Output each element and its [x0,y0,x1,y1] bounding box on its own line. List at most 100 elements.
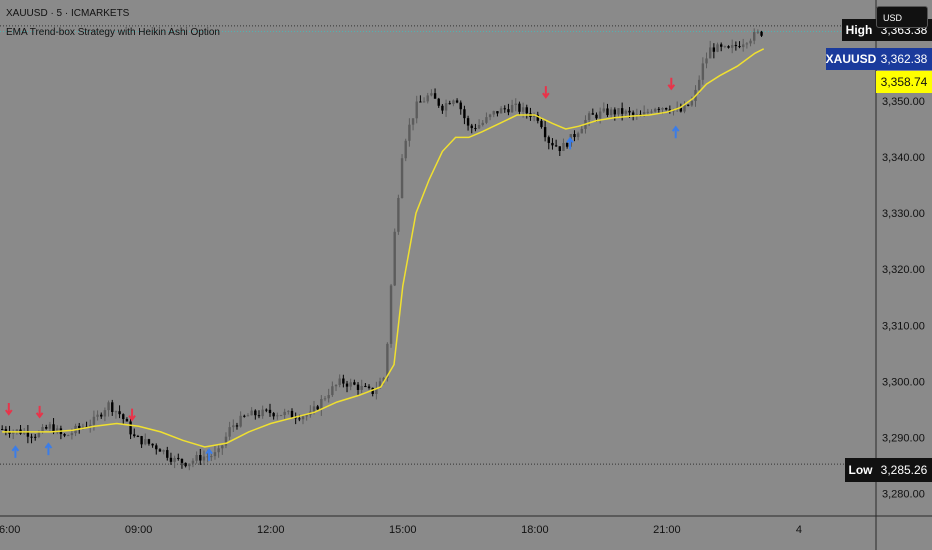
candle-body [474,128,477,130]
candle-body [580,128,583,134]
x-tick-label: 12:00 [257,524,285,536]
y-tick-label: 3,340.00 [882,152,925,164]
candle-body [217,448,220,453]
buy-arrow-icon [205,448,213,461]
candle-body [254,410,257,416]
candle-body [470,125,473,129]
candle-body [15,429,19,432]
candle-body [184,462,187,467]
buy-arrow-icon [566,136,574,150]
sell-arrow-icon [5,403,13,416]
candle-body [518,103,521,112]
plot-area[interactable] [0,0,876,516]
candle-body [631,112,635,115]
ema-line [2,48,765,448]
candle-body [661,108,664,110]
candle-body [690,100,694,106]
candle-body [41,427,44,433]
candle-body [573,134,576,138]
candle-body [499,108,503,114]
candle-body [118,411,121,415]
candle-body [664,108,668,110]
candle-body [628,110,631,113]
candle-body [26,431,30,437]
candle-body [734,45,738,47]
candle-body [305,415,308,417]
time-axis[interactable] [0,516,932,550]
candle-body [742,44,745,48]
candle-body [177,457,180,459]
candle-body [521,107,525,112]
buy-arrow-icon [11,445,20,458]
candle-body [4,429,8,432]
candle-body [180,458,184,463]
candle-body [257,415,261,417]
candle-body [360,385,363,390]
candle-body [653,108,657,112]
candle-body [540,120,543,128]
candle-body [448,103,451,105]
candle-body [158,449,162,452]
candle-body [683,104,686,112]
candle-body [246,415,250,417]
candle-body [481,122,484,125]
candle-body [756,31,760,33]
candle-body [510,104,514,113]
high-label-tag-bg [842,19,876,41]
candle-body [477,124,481,129]
y-tick-label: 3,280.00 [882,489,925,501]
candle-body [290,410,294,418]
candle-body [191,460,195,464]
candle-body [265,409,268,411]
candle-body [547,137,550,143]
x-tick-label: 4 [796,524,802,536]
ema-price-tag-bg [876,71,932,93]
candle-body [386,343,389,378]
candle-body [455,100,459,103]
candle-body [81,426,85,429]
candle-body [613,109,617,115]
candle-body [276,415,279,417]
candle-body [320,399,323,410]
candle-body [342,378,345,384]
candle-body [587,113,591,121]
candle-body [543,127,547,138]
candle-body [536,114,539,121]
candle-body [679,107,683,112]
candle-body [78,425,81,429]
candle-body [576,133,580,138]
x-tick-label: 06:00 [0,524,20,536]
candle-body [760,31,763,36]
candle-body [433,93,437,99]
candle-body [375,388,378,394]
candle-body [507,109,510,113]
candle-body [34,436,37,438]
candle-body [151,443,154,446]
candle-body [243,415,246,417]
candle-body [48,424,52,429]
candle-body [738,46,741,48]
candle-body [609,109,613,116]
candle-body [122,414,125,420]
candle-body [598,111,602,119]
candle-body [426,95,429,102]
candle-body [140,436,143,445]
candle-body [716,44,719,52]
candle-body [63,434,66,436]
y-tick-label: 3,310.00 [882,320,925,332]
candle-body [294,417,297,419]
candle-body [459,102,462,110]
currency-button[interactable]: USD [876,6,928,28]
candle-body [558,146,561,151]
candle-body [452,100,455,105]
candle-body [624,110,628,114]
candle-body [723,46,727,48]
x-tick-label: 18:00 [521,524,549,536]
candle-body [92,416,96,425]
last-price-tag-bg [876,48,932,70]
candle-body [287,410,290,412]
candle-body [444,103,448,111]
candle-body [261,409,264,417]
candle-body [125,419,129,422]
